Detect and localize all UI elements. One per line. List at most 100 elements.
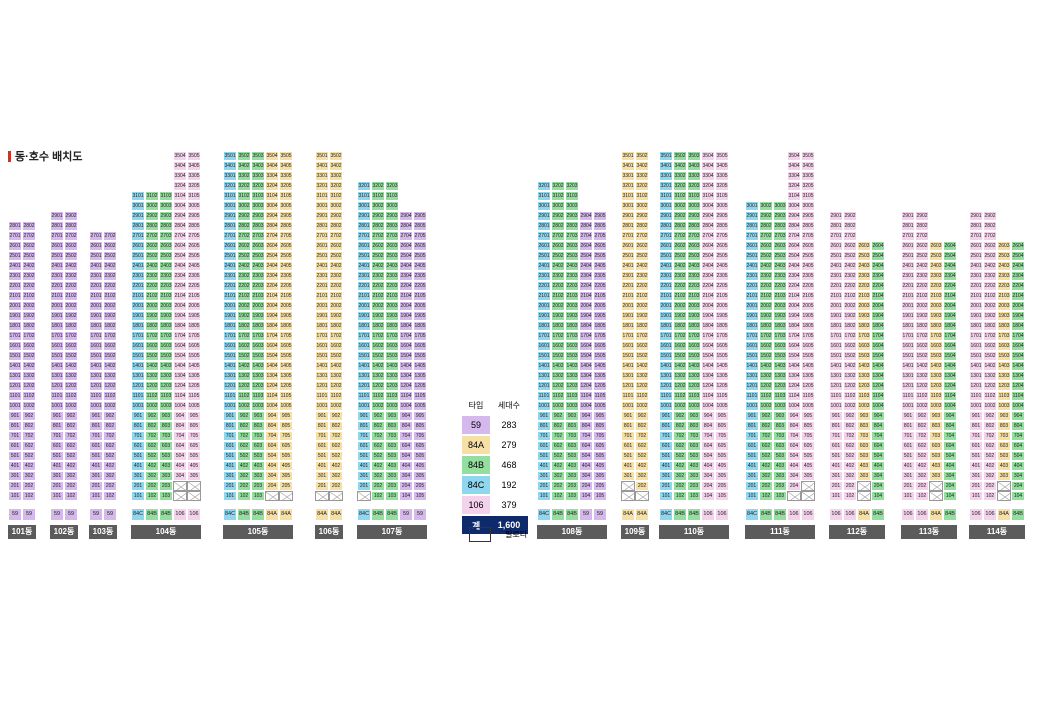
unit-cell: 1003: [251, 401, 265, 411]
unit-cell: 2404: [787, 261, 801, 271]
unit-cell: 2005: [801, 301, 815, 311]
unit-cell: 2602: [673, 241, 687, 251]
unit-cell: 3202: [237, 181, 251, 191]
unit-cell: 1401: [659, 361, 673, 371]
unit-cell: 701: [223, 431, 237, 441]
unit-cell: 1304: [265, 371, 279, 381]
unit-cell: 1505: [801, 351, 815, 361]
unit-cell: 405: [801, 461, 815, 471]
unit-cell: 1101: [537, 391, 551, 401]
unit-cell: 1203: [159, 381, 173, 391]
unit-cell: 3003: [385, 201, 399, 211]
unit-cell: 1201: [223, 381, 237, 391]
type-label: 84B: [385, 508, 399, 521]
unit-cell: 1901: [659, 311, 673, 321]
unit-cell: 403: [159, 461, 173, 471]
unit-cell: 1904: [701, 311, 715, 321]
unit-cell: 601: [745, 441, 759, 451]
unit-cell: 2402: [843, 261, 857, 271]
unit-cell: 3201: [315, 181, 329, 191]
unit-cell: 2503: [565, 251, 579, 261]
unit-cell: 2101: [969, 291, 983, 301]
unit-cell: 103: [159, 491, 173, 501]
unit-cell: 803: [385, 421, 399, 431]
unit-cell: 1902: [237, 311, 251, 321]
unit-cell: 2103: [929, 291, 943, 301]
unit-cell: 103: [687, 491, 701, 501]
unit-cell: 2102: [915, 291, 929, 301]
unit-cell: 1205: [413, 381, 427, 391]
unit-cell: 801: [89, 421, 103, 431]
unit-cell: 601: [537, 441, 551, 451]
unit-cell: 202: [103, 481, 117, 491]
unit-cell: 2901: [969, 211, 983, 221]
unit-cell: 804: [579, 421, 593, 431]
legend-count-84b: 468: [489, 455, 528, 476]
unit-cell: 2402: [22, 261, 36, 271]
pilotis-swatch: [469, 527, 491, 542]
unit-cell: 3101: [621, 191, 635, 201]
unit-cell: 2402: [915, 261, 929, 271]
unit-cell: 2203: [929, 281, 943, 291]
unit-cell: 1304: [173, 371, 187, 381]
unit-cell: 3105: [187, 191, 201, 201]
unit-cell: 1804: [871, 321, 885, 331]
pilotis-cross: [802, 492, 814, 500]
unit-cell: 2702: [64, 231, 78, 241]
type-label: 84B: [371, 508, 385, 521]
unit-cell: 201: [89, 481, 103, 491]
unit-cell: 1904: [399, 311, 413, 321]
unit-cell: 1704: [1011, 331, 1025, 341]
unit-cell: 1305: [715, 371, 729, 381]
unit-cell: 2603: [773, 241, 787, 251]
unit-cell: 2104: [871, 291, 885, 301]
unit-cell: 1105: [187, 391, 201, 401]
pilotis-line: [622, 482, 634, 490]
unit-cell: 501: [8, 451, 22, 461]
unit-cell: 101: [745, 491, 759, 501]
unit-cell: 1501: [315, 351, 329, 361]
unit-cell: 804: [943, 421, 957, 431]
unit-cell: 702: [64, 431, 78, 441]
unit-cell: 2803: [385, 221, 399, 231]
unit-cell: 104: [579, 491, 593, 501]
unit-cell: 405: [279, 461, 293, 471]
unit-cell: 2202: [983, 281, 997, 291]
unit-cell: 1403: [773, 361, 787, 371]
unit-cell: 502: [371, 451, 385, 461]
unit-cell: 1803: [929, 321, 943, 331]
unit-cell: 904: [943, 411, 957, 421]
unit-cell: 2002: [759, 301, 773, 311]
unit-cell: 1001: [223, 401, 237, 411]
unit-cell: 2201: [659, 281, 673, 291]
unit-cell: 1504: [399, 351, 413, 361]
unit-cell: 3203: [385, 181, 399, 191]
unit-cell: 2501: [50, 251, 64, 261]
unit-cell: 501: [969, 451, 983, 461]
unit-cell: 603: [773, 441, 787, 451]
pilotis-cross: [636, 492, 648, 500]
unit-cell: 1803: [251, 321, 265, 331]
unit-cell: 304: [871, 471, 885, 481]
unit-cell: 2503: [773, 251, 787, 261]
unit-cell: 605: [801, 441, 815, 451]
pilotis-cross: [266, 492, 278, 500]
pilotis-line: [802, 482, 814, 490]
type-label: 84A: [315, 508, 329, 521]
pilotis-cross: [930, 492, 942, 500]
unit-cell: 3405: [279, 161, 293, 171]
unit-cell: 2804: [399, 221, 413, 231]
unit-cell: 101: [537, 491, 551, 501]
unit-cell: 2101: [621, 291, 635, 301]
unit-cell: 2401: [89, 261, 103, 271]
unit-cell: 1204: [701, 381, 715, 391]
type-label: 106: [787, 508, 801, 521]
unit-cell: 1003: [385, 401, 399, 411]
unit-cell: 505: [187, 451, 201, 461]
unit-cell: 1201: [131, 381, 145, 391]
unit-cell: 102: [759, 491, 773, 501]
unit-cell: 2204: [265, 281, 279, 291]
unit-cell: 1202: [145, 381, 159, 391]
pilotis-cross: [858, 482, 870, 490]
unit-cell: 1903: [997, 311, 1011, 321]
